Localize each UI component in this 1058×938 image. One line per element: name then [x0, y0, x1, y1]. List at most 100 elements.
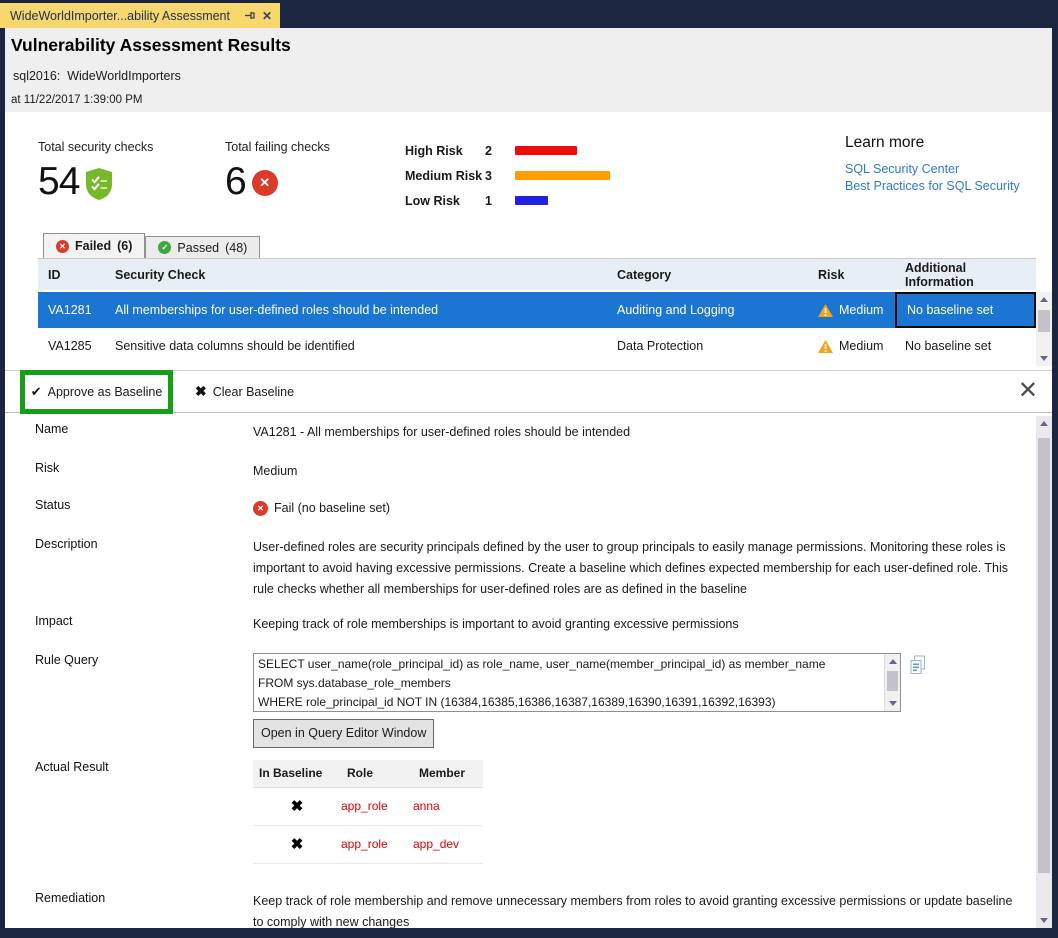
- details-scroll-up-icon[interactable]: [1036, 416, 1052, 431]
- rule-query-textbox[interactable]: SELECT user_name(role_principal_id) as r…: [253, 653, 901, 712]
- approve-as-baseline-label: Approve as Baseline: [47, 385, 163, 399]
- link-sql-security-center[interactable]: SQL Security Center: [845, 162, 960, 176]
- main-content: Vulnerability Assessment Results sql2016…: [5, 28, 1052, 928]
- high-risk-count: 2: [485, 143, 492, 158]
- grid-vertical-scrollbar[interactable]: [1036, 292, 1052, 366]
- fail-circle-icon: ✕: [251, 170, 278, 196]
- passed-tab-count: (48): [225, 240, 248, 255]
- low-risk-bar: [515, 196, 548, 205]
- rule-query-sql: SELECT user_name(role_principal_id) as r…: [258, 657, 826, 709]
- actual-result-row: ✖ app_role app_dev: [253, 826, 483, 864]
- open-query-editor-button[interactable]: Open in Query Editor Window: [253, 719, 435, 748]
- name-label: Name: [35, 422, 69, 436]
- ar-member-value: app_dev: [413, 837, 460, 851]
- cell-id: VA1285: [48, 339, 92, 353]
- remediation-label: Remediation: [35, 891, 106, 905]
- baseline-toolbar: ✔ Approve as Baseline ✖ Clear Baseline ✕: [5, 370, 1052, 414]
- rule-query-label: Rule Query: [35, 653, 99, 667]
- tab-close-icon[interactable]: ✕: [261, 8, 273, 23]
- cell-id: VA1281: [48, 303, 92, 317]
- cell-check: Sensitive data columns should be identif…: [115, 339, 355, 353]
- description-value: User-defined roles are security principa…: [253, 540, 1009, 596]
- summary-section: Total security checks 54 T: [5, 112, 1052, 231]
- medium-risk-row: Medium Risk 3: [405, 163, 610, 188]
- result-tabbar: ✕ Failed (6) ✓ Passed (48): [43, 231, 261, 258]
- medium-risk-count: 3: [485, 168, 492, 183]
- not-in-baseline-icon: ✖: [290, 836, 304, 853]
- tab-failed[interactable]: ✕ Failed (6): [43, 233, 146, 258]
- grid-scroll-up-icon[interactable]: [1036, 292, 1052, 307]
- medium-risk-bar: [515, 171, 610, 180]
- high-risk-label: High Risk: [405, 143, 463, 158]
- risk-label: Risk: [35, 461, 60, 475]
- detail-row-status: Status ✕ Fail (no baseline set): [35, 498, 1015, 519]
- link-best-practices[interactable]: Best Practices for SQL Security: [845, 179, 1020, 193]
- col-header-additional-info: Additional Information: [905, 260, 974, 289]
- failing-checks-stat: Total failing checks 6 ✕: [225, 140, 330, 204]
- low-risk-row: Low Risk 1: [405, 188, 610, 213]
- name-value: VA1281 - All memberships for user-define…: [253, 425, 631, 439]
- low-risk-count: 1: [485, 193, 492, 208]
- rq-scroll-up-icon[interactable]: [885, 654, 900, 669]
- learn-more-section: Learn more SQL Security Center Best Prac…: [845, 134, 1020, 195]
- cell-category: Auditing and Logging: [617, 303, 735, 317]
- passed-tab-icon: ✓: [158, 241, 172, 254]
- high-risk-row: High Risk 2: [405, 138, 610, 163]
- details-vertical-scrollbar[interactable]: [1036, 416, 1052, 928]
- copy-icon[interactable]: [908, 655, 928, 683]
- passed-tab-label: Passed: [177, 240, 220, 255]
- ar-col-member: Member: [419, 766, 466, 780]
- detail-row-remediation: Remediation Keep track of role membershi…: [35, 891, 1015, 928]
- warning-triangle-icon: [818, 303, 833, 317]
- impact-value: Keeping track of role memberships is imp…: [253, 617, 739, 631]
- failing-checks-label: Total failing checks: [225, 140, 330, 154]
- pin-icon[interactable]: [244, 10, 255, 22]
- rq-scroll-down-icon[interactable]: [885, 696, 900, 711]
- document-tab-title: WideWorldImporter...ability Assessment: [10, 8, 230, 23]
- ar-role-value: app_role: [341, 799, 388, 813]
- results-grid: ID Security Check Category Risk Addition…: [38, 258, 1036, 364]
- details-close-icon[interactable]: ✕: [1017, 377, 1038, 404]
- detail-row-description: Description User-defined roles are secur…: [35, 537, 1015, 600]
- approve-as-baseline-button[interactable]: ✔ Approve as Baseline: [20, 370, 173, 414]
- col-header-id: ID: [48, 267, 61, 282]
- grid-scroll-down-icon[interactable]: [1036, 351, 1052, 366]
- ar-col-role: Role: [347, 766, 374, 780]
- rule-query-scrollbar[interactable]: [884, 654, 900, 711]
- detail-row-name: Name VA1281 - All memberships for user-d…: [35, 422, 1015, 443]
- clear-baseline-button[interactable]: ✖ Clear Baseline: [195, 371, 294, 412]
- impact-label: Impact: [35, 614, 73, 628]
- cell-check: All memberships for user-defined roles s…: [115, 303, 439, 317]
- failed-tab-label: Failed: [75, 239, 112, 253]
- warning-triangle-icon: [818, 339, 833, 353]
- ar-col-in-baseline: In Baseline: [259, 766, 323, 780]
- status-fail-icon: ✕: [253, 501, 268, 516]
- detail-row-risk: Risk Medium: [35, 461, 1015, 482]
- risk-value: Medium: [253, 464, 298, 478]
- document-tab-strip: WideWorldImporter...ability Assessment ✕: [0, 0, 1058, 28]
- scan-timestamp: at 11/22/2017 1:39:00 PM: [11, 94, 143, 106]
- details-scroll-thumb[interactable]: [1038, 438, 1050, 873]
- col-header-risk: Risk: [818, 267, 845, 282]
- detail-row-impact: Impact Keeping track of role memberships…: [35, 614, 1015, 635]
- cell-additional-info: No baseline set: [905, 339, 992, 353]
- details-scroll-down-icon[interactable]: [1036, 913, 1052, 928]
- page-title: Vulnerability Assessment Results: [11, 35, 291, 55]
- document-tab[interactable]: WideWorldImporter...ability Assessment ✕: [0, 3, 281, 28]
- grid-scroll-thumb[interactable]: [1038, 310, 1050, 332]
- detail-row-actual-result: Actual Result In Baseline Role Member ✖ …: [35, 760, 1015, 864]
- total-checks-stat: Total security checks 54: [38, 140, 153, 204]
- table-row-va1285[interactable]: VA1285 Sensitive data columns should be …: [38, 328, 1036, 364]
- cell-risk: Medium: [808, 328, 895, 364]
- table-row-va1281[interactable]: VA1281 All memberships for user-defined …: [38, 292, 1036, 328]
- low-risk-label: Low Risk: [405, 193, 460, 208]
- rq-scroll-thumb[interactable]: [887, 671, 898, 691]
- actual-result-table: In Baseline Role Member ✖ app_role anna …: [253, 760, 483, 864]
- failed-tab-icon: ✕: [56, 239, 69, 253]
- actual-result-label: Actual Result: [35, 760, 109, 774]
- x-icon: ✖: [195, 383, 207, 399]
- remediation-value: Keep track of role membership and remove…: [253, 894, 1013, 928]
- actual-result-header: In Baseline Role Member: [253, 760, 483, 788]
- tab-passed[interactable]: ✓ Passed (48): [145, 236, 261, 258]
